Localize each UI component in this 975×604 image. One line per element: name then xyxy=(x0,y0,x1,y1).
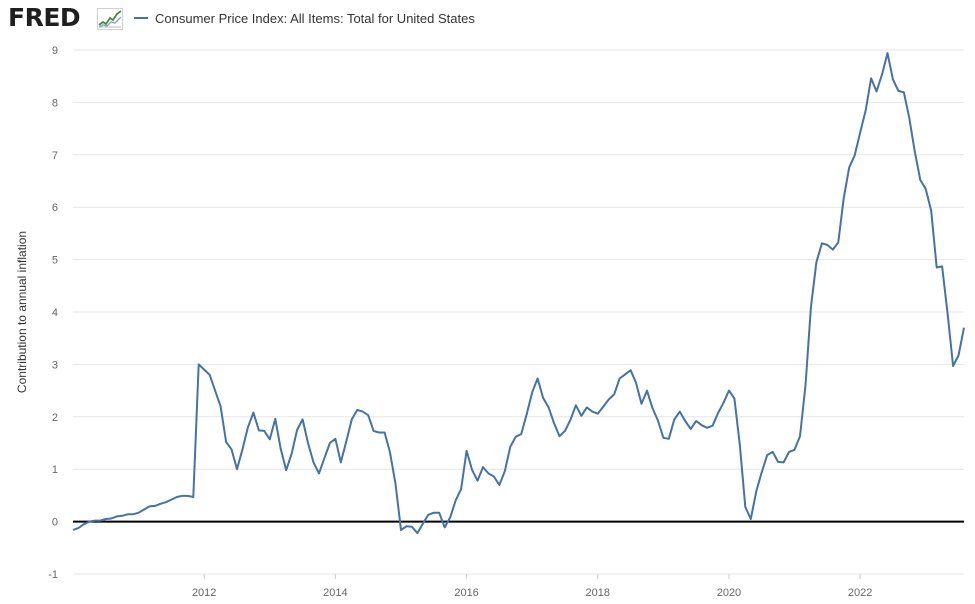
y-tick-label: 7 xyxy=(52,150,58,162)
series-line-cpi[interactable] xyxy=(73,53,964,533)
y-axis-title: Contribution to annual inflation xyxy=(15,231,29,393)
y-tick-label: 8 xyxy=(52,97,58,109)
x-tick-label: 2016 xyxy=(454,587,478,599)
y-tick-label: 2 xyxy=(52,412,58,424)
x-tick-label: 2020 xyxy=(717,587,741,599)
gridlines xyxy=(73,50,964,574)
y-tick-label: 6 xyxy=(52,202,58,214)
x-tick-label: 2018 xyxy=(586,587,610,599)
y-tick-label: -1 xyxy=(48,569,58,581)
y-tick-label: 0 xyxy=(52,517,58,529)
y-tick-label: 5 xyxy=(52,255,58,267)
y-tick-label: 9 xyxy=(52,45,58,57)
x-tick-label: 2014 xyxy=(323,587,347,599)
y-tick-label: 3 xyxy=(52,359,58,371)
y-axis-ticks: -1 0 1 2 3 4 5 6 7 8 9 xyxy=(48,45,58,581)
x-tick-label: 2022 xyxy=(848,587,872,599)
y-tick-label: 1 xyxy=(52,464,58,476)
x-axis-ticks: 2012 2014 2016 2018 2020 2022 xyxy=(192,574,872,599)
x-tick-label: 2012 xyxy=(192,587,216,599)
y-tick-label: 4 xyxy=(52,307,58,319)
